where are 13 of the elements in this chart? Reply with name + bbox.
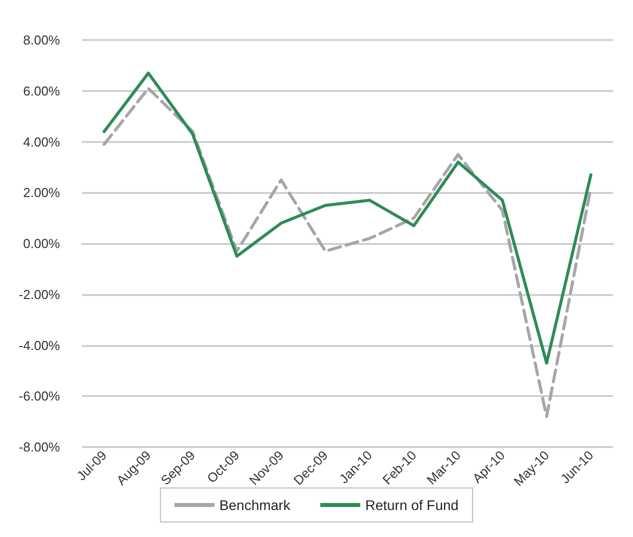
y-tick-label: 2.00% — [23, 185, 60, 200]
line-series — [102, 86, 592, 418]
y-tick-label: -4.00% — [18, 338, 60, 353]
line-series — [102, 72, 592, 365]
y-tick-label: 0.00% — [23, 236, 60, 251]
y-tick-label: -6.00% — [18, 388, 60, 404]
legend-label: Benchmark — [219, 497, 292, 513]
legend-label: Return of Fund — [365, 497, 459, 513]
y-tick-label: 8.00% — [23, 32, 60, 48]
y-tick-label: 4.00% — [23, 134, 60, 150]
y-tick-label: 6.00% — [23, 83, 60, 98]
y-tick-label: -8.00% — [18, 440, 60, 454]
y-tick-label: -2.00% — [18, 286, 60, 302]
